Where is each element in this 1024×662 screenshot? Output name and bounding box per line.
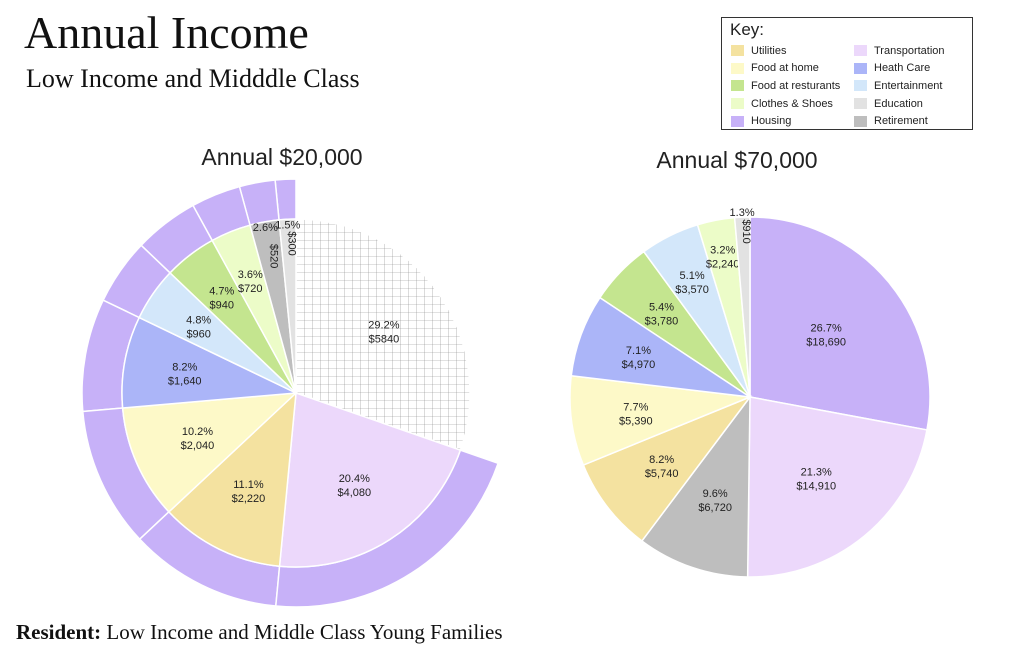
slice-percent-label: 1.5%	[275, 219, 300, 231]
pie-slice-food-at-home	[569, 374, 753, 467]
pie-slice-education	[278, 218, 297, 394]
legend-label: Housing	[751, 115, 792, 128]
slice-percent-label: 21.3%	[801, 467, 832, 479]
legend-label: Food at resturants	[751, 79, 841, 92]
slice-percent-label: 3.6%	[238, 269, 263, 281]
legend-label: Food at home	[751, 62, 819, 75]
legend-label: Utilities	[751, 44, 787, 57]
slice-percent-label: 4.7%	[209, 285, 234, 297]
legend-swatch	[731, 62, 744, 74]
slice-amount-label: $4,970	[622, 359, 656, 371]
legend-item-right-3: Education	[854, 95, 945, 113]
footer-text: Low Income and Middle Class Young Famili…	[101, 620, 503, 644]
slice-amount-label: $3,570	[675, 284, 709, 296]
slice-amount-label: $2,220	[232, 493, 266, 505]
legend-label: Education	[874, 97, 923, 110]
legend-item-left-4: Housing	[731, 112, 840, 130]
pie-chart-1: Annual $20,000 29.2% $5840 20.4% $4,080 11.1%…	[81, 144, 500, 608]
slice-percent-label: 20.4%	[339, 473, 370, 485]
slice-amount-label: $720	[238, 283, 262, 295]
slice-percent-label: 3.2%	[710, 245, 735, 257]
legend-swatch	[731, 115, 744, 127]
slice-percent-label: 8.2%	[172, 362, 197, 374]
slice-amount-label: $2,040	[181, 440, 215, 452]
slice-amount-label: $4,080	[337, 487, 371, 499]
pie-slice-retirement	[640, 394, 751, 578]
legend-swatch	[854, 115, 867, 127]
legend: Key: Utilities Food at home Food at restur…	[721, 17, 973, 130]
pie-slice-education	[733, 216, 751, 398]
legend-label: Clothes & Shoes	[751, 97, 833, 110]
slice-amount-label: $910	[740, 219, 752, 243]
legend-column-left: Utilities Food at home Food at resturants C…	[731, 42, 840, 130]
legend-swatch	[854, 45, 867, 57]
legend-title: Key:	[730, 20, 765, 39]
pie-slice-housing	[749, 216, 931, 431]
pie-slice-food-at-home	[121, 392, 299, 513]
pie-chart-2: Annual $70,000 26.7% $18,690 21.3% $14,910 9.…	[569, 147, 931, 578]
slice-amount-label: $940	[209, 299, 233, 311]
slice-percent-label: 1.3%	[730, 207, 755, 219]
legend-item-left-1: Food at home	[731, 60, 840, 78]
legend-swatch	[731, 45, 744, 57]
footer-label: Resident:	[16, 620, 102, 644]
legend-swatch	[731, 98, 744, 110]
pie-slice-utilities	[582, 395, 753, 542]
page-subtitle: Low Income and Midddle Class	[26, 64, 360, 93]
legend-item-right-2: Entertainment	[854, 77, 945, 95]
legend-swatch	[854, 62, 867, 74]
slice-amount-label: $6,720	[698, 502, 732, 514]
slice-percent-label: 2.6%	[253, 222, 278, 234]
legend-item-left-3: Clothes & Shoes	[731, 95, 840, 113]
legend-item-left-0: Utilities	[731, 42, 840, 60]
slice-percent-label: 4.8%	[186, 315, 211, 327]
pie-slice-transportation	[278, 391, 462, 568]
slice-amount-label: $1,640	[168, 376, 202, 388]
slice-amount-label: $520	[268, 244, 280, 268]
slice-amount-label: $300	[286, 231, 298, 255]
legend-item-left-2: Food at resturants	[731, 77, 840, 95]
slice-percent-label: 26.7%	[811, 323, 842, 335]
legend-label: Transportation	[874, 44, 945, 57]
slice-amount-label: $14,910	[796, 481, 836, 493]
legend-label: Retirement	[874, 115, 928, 128]
slice-percent-label: 5.4%	[649, 301, 674, 313]
legend-column-right: Transportation Heath Care Entertainment Edu…	[854, 42, 945, 130]
slice-percent-label: 8.2%	[649, 454, 674, 466]
footer: Resident: Low Income and Middle Class Yo…	[16, 620, 503, 645]
slice-amount-label: $5840	[369, 333, 400, 345]
legend-item-right-1: Heath Care	[854, 60, 945, 78]
chart-title: Annual $70,000	[656, 147, 817, 173]
page-title: Annual Income	[24, 7, 309, 58]
chart-title: Annual $20,000	[201, 144, 362, 170]
slice-amount-label: $5,740	[645, 468, 679, 480]
legend-label: Heath Care	[874, 62, 931, 75]
slice-percent-label: 29.2%	[368, 319, 399, 331]
slice-percent-label: 7.1%	[626, 345, 651, 357]
slice-amount-label: $2,240	[706, 259, 740, 271]
legend-swatch	[731, 80, 744, 92]
pie-slice-heath-care	[121, 316, 299, 409]
slice-percent-label: 10.2%	[182, 426, 213, 438]
slice-percent-label: 5.1%	[680, 270, 705, 282]
slice-percent-label: 9.6%	[703, 488, 728, 500]
slice-amount-label: $18,690	[806, 337, 846, 349]
slice-percent-label: 7.7%	[623, 401, 648, 413]
pie-slice-transportation	[746, 396, 928, 578]
pie-slice-utilities	[167, 391, 297, 568]
slice-percent-label: 11.1%	[233, 479, 264, 491]
pie-slice-unallocated	[295, 218, 471, 452]
slice-amount-label: $5,390	[619, 415, 653, 427]
slice-amount-label: $3,780	[645, 315, 679, 327]
legend-item-right-0: Transportation	[854, 42, 945, 60]
legend-label: Entertainment	[874, 79, 943, 92]
slice-amount-label: $960	[186, 329, 210, 341]
legend-item-right-4: Retirement	[854, 112, 945, 130]
legend-swatch	[854, 80, 867, 92]
legend-swatch	[854, 98, 867, 110]
